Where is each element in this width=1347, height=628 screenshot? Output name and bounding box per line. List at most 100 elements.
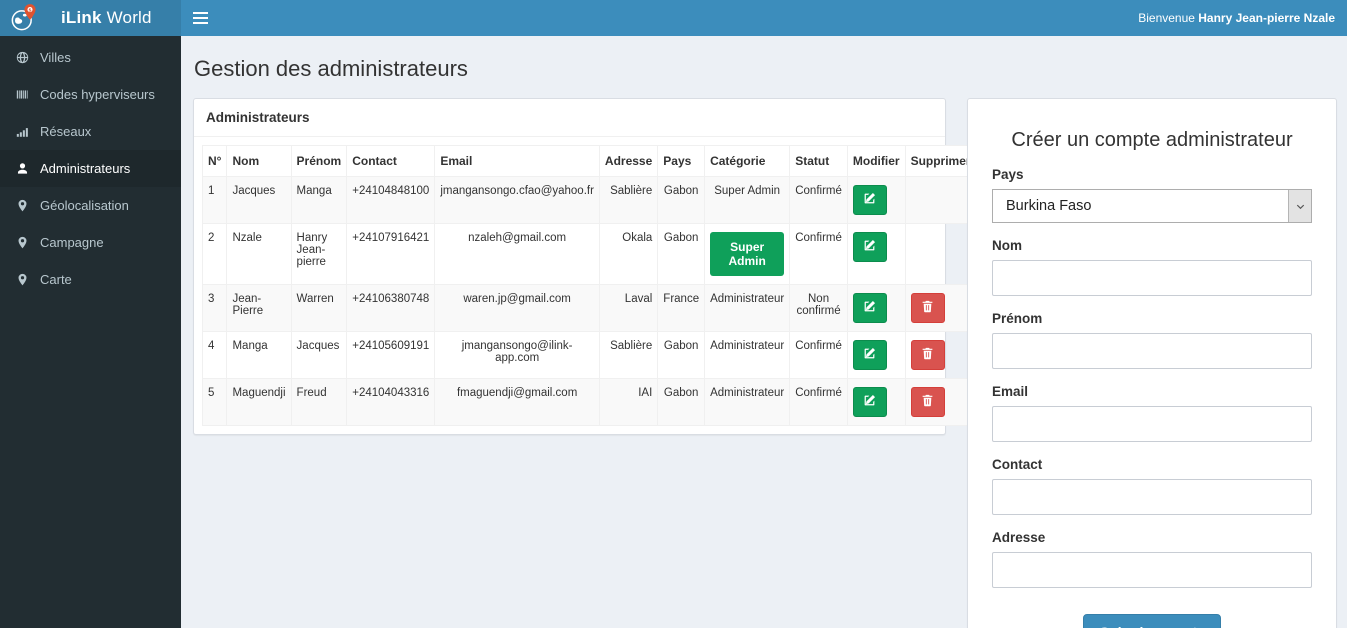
sidebar-item-administrateurs[interactable]: Administrateurs	[0, 150, 181, 187]
chevron-down-icon	[1288, 190, 1311, 222]
map-marker-icon	[15, 273, 29, 286]
sidebar-item-label: Réseaux	[40, 124, 92, 139]
delete-button[interactable]	[910, 293, 945, 323]
cell-contact: +24104848100	[346, 176, 436, 224]
welcome-text[interactable]: Bienvenue Hanry Jean-pierre Nzale	[1138, 11, 1335, 25]
email-label: Email	[992, 384, 1029, 399]
create-account-button[interactable]: Créer le compte	[1083, 614, 1221, 628]
cell-prenom: Freud	[290, 378, 348, 426]
column-header-adresse: Adresse	[598, 145, 659, 177]
cell-adresse: Sablière	[598, 176, 659, 224]
cell-nom: Maguendji	[226, 378, 292, 426]
svg-text:$: $	[29, 7, 32, 13]
edit-button[interactable]	[852, 340, 887, 370]
edit-icon	[863, 239, 876, 255]
nom-input[interactable]	[992, 260, 1312, 296]
table-row: 4 Manga Jacques +24105609191 jmangansongo@il…	[201, 331, 977, 379]
cell-pays: Gabon	[657, 331, 706, 379]
cell-adresse: IAI	[598, 378, 659, 426]
cell-adresse: Laval	[598, 284, 659, 332]
cell-email: waren.jp@gmail.com	[434, 284, 600, 332]
column-header-statut: Statut	[789, 145, 848, 177]
barcode-icon	[15, 88, 29, 101]
sidebar-item-geolocalisation[interactable]: Géolocalisation	[0, 187, 181, 224]
cell-modifier	[846, 331, 906, 379]
sidebar-item-campagne[interactable]: Campagne	[0, 224, 181, 261]
column-header-email: Email	[434, 145, 600, 177]
cell-modifier	[846, 223, 906, 285]
cell-no: 5	[201, 378, 228, 426]
sidebar-toggle-button[interactable]	[193, 8, 215, 28]
email-input[interactable]	[992, 406, 1312, 442]
cell-prenom: Hanry Jean-pierre	[290, 223, 348, 285]
cell-email: fmaguendji@gmail.com	[434, 378, 600, 426]
cell-pays: Gabon	[657, 378, 706, 426]
cell-nom: Manga	[226, 331, 292, 379]
delete-button[interactable]	[910, 340, 945, 370]
cell-statut: Confirmé	[789, 223, 848, 285]
edit-icon	[863, 192, 876, 208]
table-row: 5 Maguendji Freud +24104043316 fmaguendji@gm…	[201, 378, 977, 426]
edit-icon	[863, 347, 876, 363]
delete-button[interactable]	[910, 387, 945, 417]
pays-select[interactable]: Burkina Faso	[992, 189, 1312, 223]
nom-label: Nom	[992, 238, 1022, 253]
user-icon	[15, 162, 29, 175]
cell-supprimer	[904, 331, 977, 379]
column-header-contact: Contact	[346, 145, 436, 177]
administrators-panel-title: Administrateurs	[194, 99, 945, 137]
cell-contact: +24105609191	[346, 331, 436, 379]
create-admin-panel: Créer un compte administrateur Pays Burki…	[967, 98, 1337, 628]
edit-button[interactable]	[852, 185, 887, 215]
administrators-panel: Administrateurs N° Nom Prénom Contact Email A…	[193, 98, 977, 435]
cell-no: 3	[201, 284, 228, 332]
cell-email: nzaleh@gmail.com	[434, 223, 600, 285]
cell-adresse: Sablière	[598, 331, 659, 379]
prenom-input[interactable]	[992, 333, 1312, 369]
sidebar-item-carte[interactable]: Carte	[0, 261, 181, 298]
cell-adresse: Okala	[598, 223, 659, 285]
cell-contact: +24107916421	[346, 223, 436, 285]
edit-icon	[863, 394, 876, 410]
cell-supprimer	[904, 223, 977, 285]
column-header-supprimer: Supprimer	[904, 145, 977, 177]
edit-icon	[863, 300, 876, 316]
sidebar-item-villes[interactable]: Villes	[0, 39, 181, 76]
cell-pays: Gabon	[657, 223, 706, 285]
sidebar-item-label: Villes	[40, 50, 71, 65]
edit-button[interactable]	[852, 293, 887, 323]
sidebar-item-label: Administrateurs	[40, 161, 131, 176]
trash-icon	[921, 394, 934, 410]
cell-supprimer	[904, 378, 977, 426]
sidebar-item-label: Codes hyperviseurs	[40, 87, 155, 102]
super-admin-badge[interactable]: Super Admin	[710, 232, 785, 276]
sidebar-item-reseaux[interactable]: Réseaux	[0, 113, 181, 150]
app-title: iLink World	[61, 8, 152, 27]
cell-contact: +24106380748	[346, 284, 436, 332]
table-row: 1 Jacques Manga +24104848100 jmangansongo.cf…	[201, 176, 977, 224]
cell-categorie: Administrateur	[704, 284, 791, 332]
contact-input[interactable]	[992, 479, 1312, 515]
adresse-label: Adresse	[992, 530, 1046, 545]
cell-categorie: Administrateur	[704, 331, 791, 379]
cell-modifier	[846, 284, 906, 332]
edit-button[interactable]	[852, 387, 887, 417]
cell-nom: Jean-Pierre	[226, 284, 292, 332]
cell-email: jmangansongo.cfao@yahoo.fr	[434, 176, 600, 224]
column-header-nom: Nom	[226, 145, 292, 177]
column-header-categorie: Catégorie	[704, 145, 791, 177]
sidebar-item-codes-hyperviseurs[interactable]: Codes hyperviseurs	[0, 76, 181, 113]
contact-label: Contact	[992, 457, 1043, 472]
adresse-input[interactable]	[992, 552, 1312, 588]
map-marker-icon	[15, 199, 29, 212]
cell-contact: +24104043316	[346, 378, 436, 426]
cell-statut: Confirmé	[789, 331, 848, 379]
cell-categorie: Super Admin	[704, 176, 791, 224]
pays-label: Pays	[992, 167, 1024, 182]
cell-prenom: Jacques	[290, 331, 348, 379]
cell-categorie: Administrateur	[704, 378, 791, 426]
navbar: Bienvenue Hanry Jean-pierre Nzale	[181, 0, 1347, 36]
column-header-prenom: Prénom	[290, 145, 348, 177]
edit-button[interactable]	[852, 232, 887, 262]
brand[interactable]: $ iLink World	[0, 0, 181, 36]
